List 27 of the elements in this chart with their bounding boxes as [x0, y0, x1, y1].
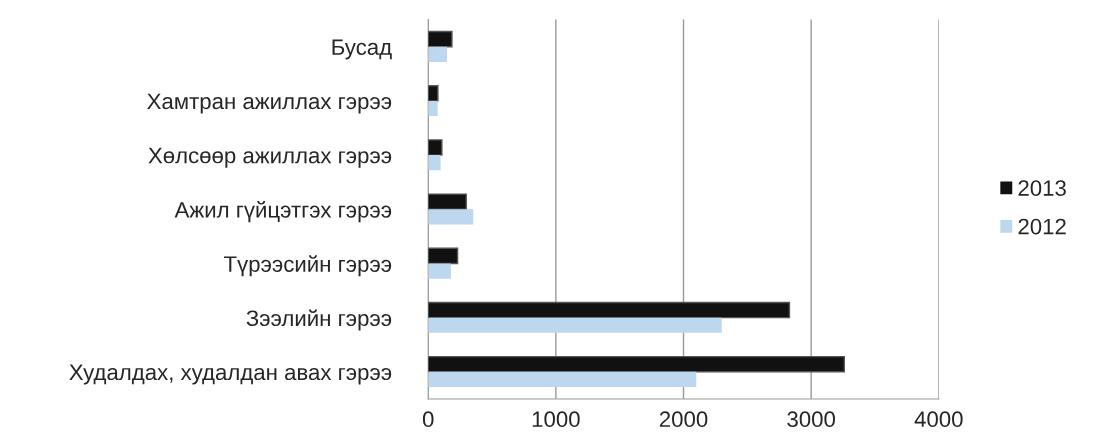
- bar: [428, 30, 453, 48]
- bar: [428, 209, 474, 225]
- bar: [428, 46, 447, 62]
- y-tick-label: Бусад: [332, 39, 392, 60]
- y-tick-label: Зээлийн гэрээ: [246, 309, 392, 331]
- bar: [428, 155, 441, 171]
- bar: [428, 85, 439, 102]
- y-tick-label: Хөлсөөр ажиллах гэрээ: [148, 147, 392, 168]
- legend-label: 2013: [1018, 180, 1066, 196]
- bar: [428, 317, 722, 333]
- x-tick-label: 2000: [659, 411, 708, 428]
- bar: [428, 100, 438, 117]
- bar: [428, 193, 467, 210]
- x-tick-label: 4000: [914, 411, 963, 428]
- bar: [428, 301, 791, 319]
- y-tick-label: Худалдах, худалдан авах гэрээ: [69, 364, 392, 385]
- y-tick-label: Хамтран ажиллах гэрээ: [147, 93, 392, 114]
- bar: [428, 355, 846, 373]
- y-tick-label: Түрээсийн гэрээ: [224, 255, 392, 277]
- x-tick-label: 1000: [532, 411, 580, 428]
- x-tick-label: 0: [422, 411, 434, 428]
- y-tick-label: Ажил гүйцэтгэх гэрээ: [174, 201, 392, 223]
- bar: [428, 371, 697, 388]
- bar: [428, 263, 451, 279]
- x-tick-label: 3000: [787, 411, 835, 428]
- legend-label: 2012: [1018, 218, 1066, 235]
- bar: [428, 139, 443, 156]
